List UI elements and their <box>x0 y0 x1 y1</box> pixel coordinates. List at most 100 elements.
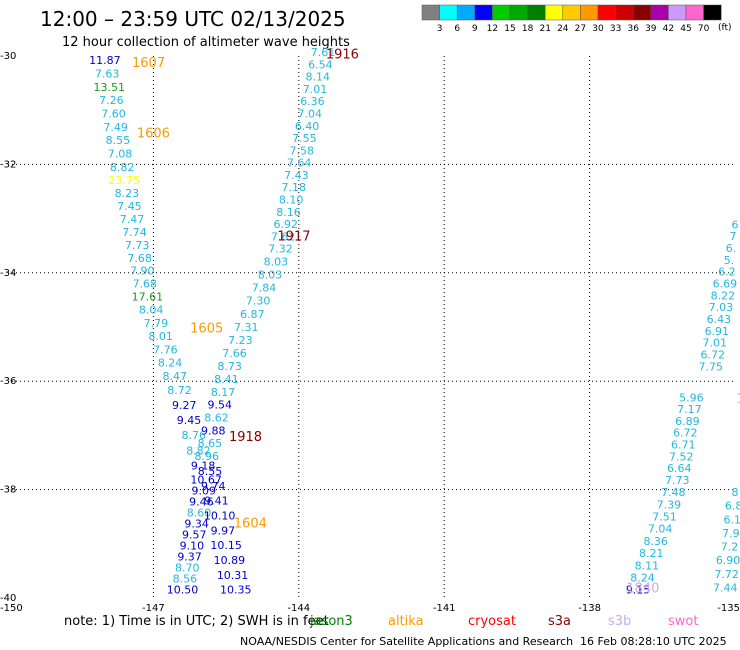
track-b-value: 9.54 <box>208 399 233 412</box>
legend-label: 15 <box>504 24 515 34</box>
track-b-value: 7.64 <box>287 157 312 170</box>
satellite-name: swot <box>668 614 698 629</box>
x-tick-label: -135 <box>717 603 740 614</box>
track-c-value: 8.21 <box>639 547 664 560</box>
footer-timestamp: 16 Feb 08:28:10 UTC 2025 <box>580 635 727 648</box>
x-tick-label: -144 <box>287 603 310 614</box>
wave-height-values: 11.877.6313.517.267.607.498.557.088.8223… <box>89 46 740 597</box>
track-e-value: 7.72 <box>714 568 739 581</box>
track-a-value: 17.61 <box>132 291 164 304</box>
track-b-value: 7.61 <box>311 46 336 59</box>
track-b-value: 7.01 <box>303 83 328 96</box>
track-b-value: 9.74 <box>201 480 226 493</box>
track-d-value: 6.72 <box>701 349 726 362</box>
track-a-value: 8.82 <box>186 444 211 457</box>
track-b-value: 7.32 <box>268 243 293 256</box>
legend-swatch <box>597 4 616 21</box>
track-a-value: 7.74 <box>122 226 147 239</box>
track-b-value: 7.62 <box>271 230 296 243</box>
track-b-value: 8.55 <box>198 465 223 478</box>
track-a-value: 8.82 <box>110 161 135 174</box>
track-b-value: 10.10 <box>204 509 236 522</box>
track-a-value: 8.55 <box>106 134 131 147</box>
track-b-value: 7.66 <box>222 347 247 360</box>
track-a-value: 7.08 <box>108 148 133 161</box>
track-b-value: 8.73 <box>217 360 242 373</box>
track-e-value: 6.90 <box>716 554 740 567</box>
track-a-value: 8.72 <box>167 384 192 397</box>
legend-label: 70 <box>698 24 710 34</box>
track-b-value: 6.40 <box>295 120 320 133</box>
track-b-value: 6.87 <box>240 308 265 321</box>
track-a-value: 7.90 <box>130 265 155 278</box>
legend-swatch <box>632 4 652 21</box>
legend-swatch <box>509 4 528 21</box>
track-a-value: 9.27 <box>172 399 197 412</box>
pass-label: 1604 <box>234 517 267 532</box>
track-b-value: 10.15 <box>210 539 242 552</box>
chart-title: 12:00 – 23:59 UTC 02/13/2025 <box>40 7 346 31</box>
legend-label: 39 <box>645 24 657 34</box>
legend-swatch <box>580 4 599 21</box>
track-a-value: 7.26 <box>99 94 124 107</box>
track-c-value: 7.52 <box>669 450 694 463</box>
track-b-value: 7.30 <box>246 295 271 308</box>
pass-label: 1918 <box>229 430 262 445</box>
footer-credit: NOAA/NESDIS Center for Satellite Applica… <box>240 635 573 648</box>
track-d-value: 7.01 <box>703 337 728 350</box>
track-e-value: 7.9 <box>722 527 740 540</box>
track-c-value: 7.17 <box>677 403 702 416</box>
legend-label: 12 <box>487 24 498 34</box>
track-d-value: 8.22 <box>711 289 736 302</box>
track-d-value: 6.91 <box>705 325 730 338</box>
track-a-value: 10.67 <box>190 474 222 487</box>
track-a-value: 8.60 <box>187 507 212 520</box>
track-a-value: 8.47 <box>163 370 188 383</box>
track-e-value: 7.44 <box>713 581 738 594</box>
track-b-value: 7.43 <box>284 169 309 182</box>
y-tick-label: -34 <box>0 268 16 279</box>
satellite-name: s3a <box>548 614 571 629</box>
track-c-value: 6.71 <box>671 439 696 452</box>
track-a-value: 7.60 <box>101 107 126 120</box>
track-c-value: 6.89 <box>675 415 700 428</box>
x-tick-label: -150 <box>0 603 23 614</box>
track-b-value: 7.58 <box>290 144 315 157</box>
track-c-value: 7.04 <box>648 523 673 536</box>
track-b-value: 9.88 <box>201 424 226 437</box>
track-c-value: 6.64 <box>667 462 692 475</box>
track-b-value: 8.14 <box>305 71 330 84</box>
track-a-value: 8.23 <box>115 187 140 200</box>
pass-label: 1606 <box>137 126 170 141</box>
track-a-value: 7.47 <box>120 213 145 226</box>
y-tick-label: -32 <box>0 159 16 170</box>
track-c-value: 7.73 <box>665 474 690 487</box>
track-a-value: 8.04 <box>139 304 164 317</box>
track-a-value: 8.56 <box>173 573 198 586</box>
track-b-value: 8.65 <box>198 437 223 450</box>
y-tick-label: -38 <box>0 485 16 496</box>
satellite-name: s3b <box>608 614 631 629</box>
legend-unit: (ft) <box>718 23 732 33</box>
legend-swatch <box>615 4 634 21</box>
track-b-value: 8.17 <box>211 386 236 399</box>
track-b-value: 7.23 <box>228 334 253 347</box>
track-e-value: 6.1 <box>723 513 740 526</box>
track-a-value: 7.79 <box>144 317 169 330</box>
track-b-value: 8.96 <box>195 450 220 463</box>
track-b-value: 8.62 <box>204 411 229 424</box>
track-d-value: 5. <box>724 254 735 267</box>
track-c-value: 7.51 <box>652 510 677 523</box>
track-b-value: 7.04 <box>297 107 322 120</box>
track-b-value: 6.36 <box>300 95 325 108</box>
track-a-value: 7.73 <box>125 239 150 252</box>
footer-note: note: 1) Time is in UTC; 2) SWH is in fe… <box>64 614 329 629</box>
track-b-value: 7.31 <box>234 321 259 334</box>
track-d-value: 6.43 <box>707 313 732 326</box>
track-b-value: 8.16 <box>276 206 301 219</box>
track-d-value: 7.75 <box>699 360 724 373</box>
legend-swatch <box>439 4 458 21</box>
track-a-value: 9.37 <box>177 551 202 564</box>
track-c-value: 9.15 <box>626 584 651 597</box>
track-a-value: 8.01 <box>148 330 173 343</box>
